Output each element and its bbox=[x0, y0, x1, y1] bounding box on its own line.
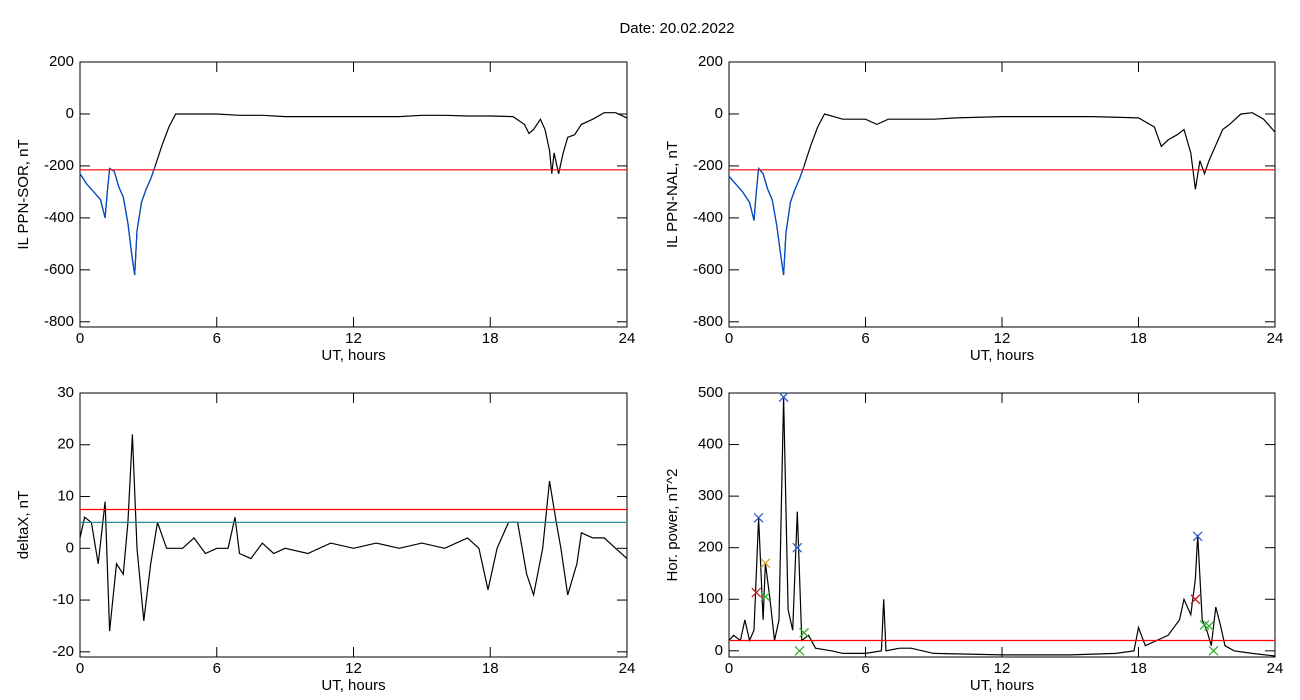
cross-marker bbox=[1204, 621, 1214, 632]
data-line bbox=[728, 165, 805, 276]
cross-marker bbox=[1192, 531, 1203, 542]
data-line bbox=[79, 165, 156, 276]
y-axis-label: Hor. power, nT^2 bbox=[664, 469, 681, 582]
y-tick-label: 10 bbox=[57, 487, 74, 504]
cross-marker bbox=[1190, 594, 1201, 605]
x-tick-label: 6 bbox=[213, 330, 221, 347]
y-tick-label: 200 bbox=[698, 53, 723, 70]
x-tick-label: 6 bbox=[861, 330, 869, 347]
x-axis-label: UT, hours bbox=[321, 677, 385, 694]
x-tick-label: 18 bbox=[482, 330, 499, 347]
y-tick-label: -20 bbox=[52, 643, 74, 660]
y-axis-label: deltaX, nT bbox=[15, 491, 32, 559]
x-tick-label: 18 bbox=[1130, 660, 1147, 677]
cross-marker bbox=[794, 645, 805, 656]
y-tick-label: -400 bbox=[44, 209, 74, 226]
x-tick-label: 24 bbox=[619, 330, 636, 347]
x-tick-label: 0 bbox=[76, 330, 84, 347]
y-tick-label: 100 bbox=[698, 590, 723, 607]
y-tick-label: -600 bbox=[44, 261, 74, 278]
y-axis-label: IL PPN-SOR, nT bbox=[15, 139, 32, 249]
y-tick-label: -200 bbox=[693, 157, 723, 174]
y-tick-label: -400 bbox=[693, 209, 723, 226]
y-axis-label: IL PPN-NAL, nT bbox=[664, 141, 681, 248]
y-tick-label: 0 bbox=[715, 105, 723, 122]
y-tick-label: -10 bbox=[52, 591, 74, 608]
cross-marker bbox=[760, 558, 771, 569]
cross-marker bbox=[753, 512, 764, 523]
x-tick-label: 12 bbox=[994, 330, 1011, 347]
y-tick-label: 300 bbox=[698, 487, 723, 504]
y-tick-label: -800 bbox=[44, 313, 74, 330]
x-tick-label: 12 bbox=[345, 330, 362, 347]
cross-marker bbox=[760, 591, 771, 602]
x-tick-label: 24 bbox=[1267, 660, 1284, 677]
data-line bbox=[728, 397, 1276, 657]
x-axis-label: UT, hours bbox=[970, 677, 1034, 694]
cross-marker bbox=[792, 542, 803, 553]
y-tick-label: 0 bbox=[715, 642, 723, 659]
cross-marker bbox=[1208, 645, 1219, 656]
y-tick-label: 20 bbox=[57, 436, 74, 453]
x-tick-label: 6 bbox=[861, 660, 869, 677]
x-tick-label: 0 bbox=[725, 330, 733, 347]
data-line bbox=[79, 434, 628, 632]
x-tick-label: 18 bbox=[482, 660, 499, 677]
x-axis-label: UT, hours bbox=[321, 347, 385, 364]
cross-marker bbox=[751, 587, 762, 598]
cross-marker bbox=[778, 392, 789, 403]
y-tick-label: 500 bbox=[698, 384, 723, 401]
x-tick-label: 0 bbox=[76, 660, 84, 677]
y-tick-label: 400 bbox=[698, 436, 723, 453]
y-tick-label: -800 bbox=[693, 313, 723, 330]
figure-title: Date: 20.02.2022 bbox=[619, 20, 734, 37]
x-tick-label: 6 bbox=[213, 660, 221, 677]
y-tick-label: 0 bbox=[66, 539, 74, 556]
y-tick-label: 30 bbox=[57, 384, 74, 401]
x-tick-label: 0 bbox=[725, 660, 733, 677]
cross-marker bbox=[799, 627, 810, 638]
y-tick-label: 0 bbox=[66, 105, 74, 122]
x-tick-label: 24 bbox=[1267, 330, 1284, 347]
x-tick-label: 12 bbox=[345, 660, 362, 677]
x-axis-label: UT, hours bbox=[970, 347, 1034, 364]
x-tick-label: 24 bbox=[619, 660, 636, 677]
y-tick-label: 200 bbox=[49, 53, 74, 70]
x-tick-label: 18 bbox=[1130, 330, 1147, 347]
y-tick-label: 200 bbox=[698, 539, 723, 556]
y-tick-label: -600 bbox=[693, 261, 723, 278]
y-tick-label: -200 bbox=[44, 157, 74, 174]
x-tick-label: 12 bbox=[994, 660, 1011, 677]
